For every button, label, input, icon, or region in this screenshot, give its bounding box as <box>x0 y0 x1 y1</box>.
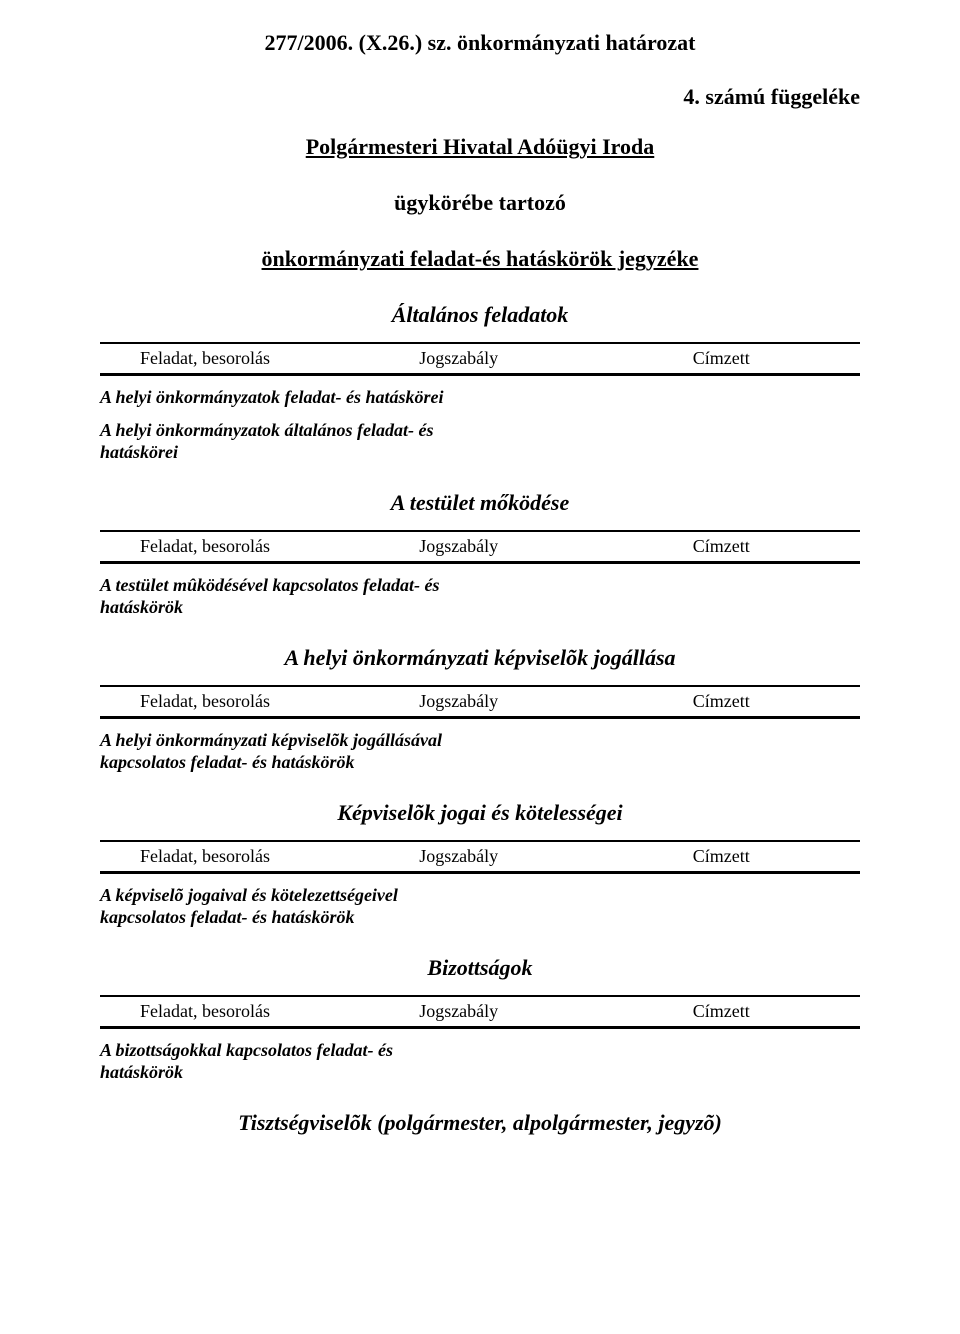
section-heading: A testület mőködése <box>100 490 860 516</box>
item-text: hatáskörök <box>100 1062 183 1082</box>
item-text: A helyi önkormányzati képviselõk jogállá… <box>100 730 442 750</box>
section-heading: Bizottságok <box>100 955 860 981</box>
list-item: A helyi önkormányzatok általános feladat… <box>100 419 540 464</box>
scope-heading: ügykörébe tartozó <box>100 190 860 216</box>
col-header-jogszabaly: Jogszabály <box>419 536 693 557</box>
col-header-feladat: Feladat, besorolás <box>100 348 419 369</box>
list-item: A helyi önkormányzatok feladat- és hatás… <box>100 386 540 409</box>
table-header: Feladat, besorolás Jogszabály Címzett <box>100 342 860 376</box>
item-text: A helyi önkormányzatok általános feladat… <box>100 420 434 440</box>
list-item: A képviselõ jogaival és kötelezettségeiv… <box>100 884 540 929</box>
col-header-jogszabaly: Jogszabály <box>419 1001 693 1022</box>
col-header-cimzett: Címzett <box>693 536 860 557</box>
page: 277/2006. (X.26.) sz. önkormányzati hatá… <box>0 0 960 1334</box>
item-text: A képviselõ jogaival és kötelezettségeiv… <box>100 885 398 905</box>
item-text: A testület mûködésével kapcsolatos felad… <box>100 575 439 595</box>
section-heading: Általános feladatok <box>100 302 860 328</box>
table-header: Feladat, besorolás Jogszabály Címzett <box>100 685 860 719</box>
col-header-jogszabaly: Jogszabály <box>419 691 693 712</box>
col-header-cimzett: Címzett <box>693 846 860 867</box>
item-text: A bizottságokkal kapcsolatos feladat- és <box>100 1040 393 1060</box>
registry-heading: önkormányzati feladat-és hatáskörök jegy… <box>100 246 860 272</box>
col-header-cimzett: Címzett <box>693 691 860 712</box>
list-item: A testület mûködésével kapcsolatos felad… <box>100 574 540 619</box>
document-title: 277/2006. (X.26.) sz. önkormányzati hatá… <box>100 30 860 56</box>
section-heading: Tisztségviselõk (polgármester, alpolgárm… <box>100 1110 860 1136</box>
col-header-feladat: Feladat, besorolás <box>100 1001 419 1022</box>
list-item: A helyi önkormányzati képviselõk jogállá… <box>100 729 540 774</box>
col-header-jogszabaly: Jogszabály <box>419 846 693 867</box>
appendix-label: 4. számú függeléke <box>100 84 860 110</box>
col-header-feladat: Feladat, besorolás <box>100 691 419 712</box>
col-header-jogszabaly: Jogszabály <box>419 348 693 369</box>
item-text: A helyi önkormányzatok feladat- és hatás… <box>100 387 444 407</box>
table-header: Feladat, besorolás Jogszabály Címzett <box>100 530 860 564</box>
table-header: Feladat, besorolás Jogszabály Címzett <box>100 995 860 1029</box>
item-text: hatáskörei <box>100 442 178 462</box>
col-header-feladat: Feladat, besorolás <box>100 536 419 557</box>
list-item: A bizottságokkal kapcsolatos feladat- és… <box>100 1039 540 1084</box>
section-heading: A helyi önkormányzati képviselõk jogállá… <box>100 645 860 671</box>
col-header-cimzett: Címzett <box>693 348 860 369</box>
office-heading: Polgármesteri Hivatal Adóügyi Iroda <box>100 134 860 160</box>
item-text: hatáskörök <box>100 597 183 617</box>
col-header-cimzett: Címzett <box>693 1001 860 1022</box>
section-heading: Képviselõk jogai és kötelességei <box>100 800 860 826</box>
table-header: Feladat, besorolás Jogszabály Címzett <box>100 840 860 874</box>
col-header-feladat: Feladat, besorolás <box>100 846 419 867</box>
item-text: kapcsolatos feladat- és hatáskörök <box>100 752 355 772</box>
item-text: kapcsolatos feladat- és hatáskörök <box>100 907 355 927</box>
